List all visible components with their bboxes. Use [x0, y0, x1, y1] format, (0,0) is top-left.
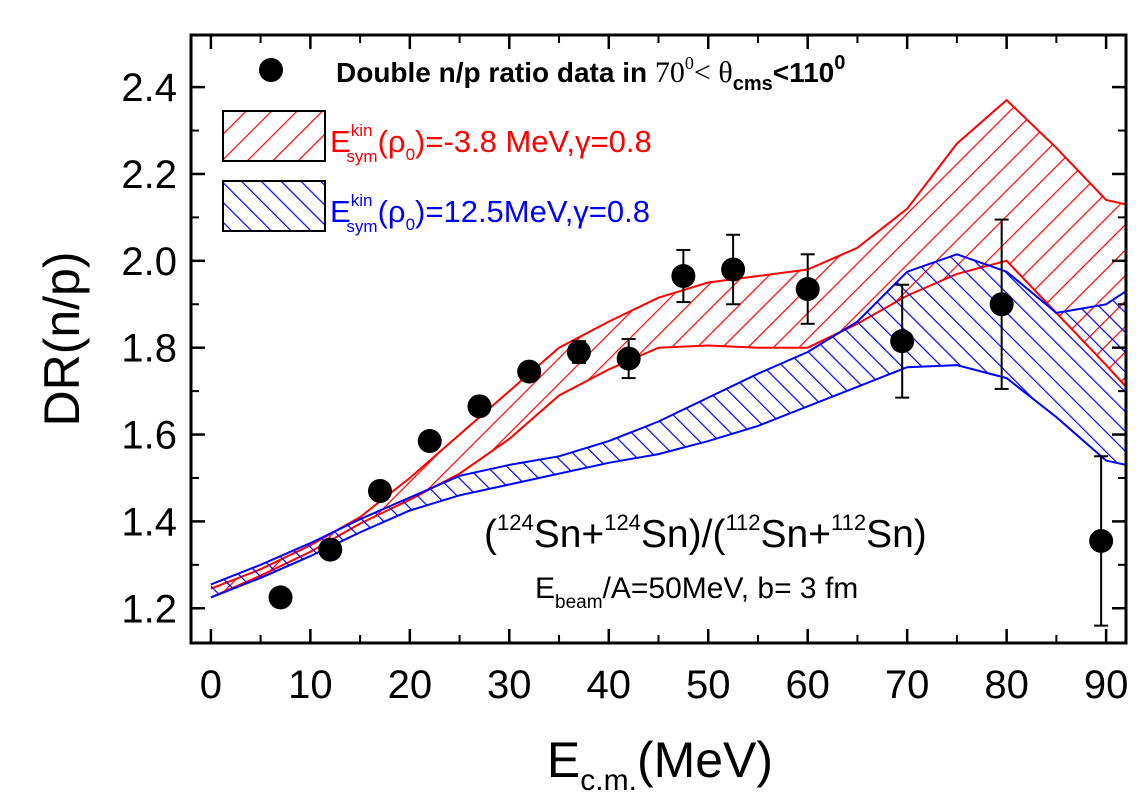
data-point [367, 479, 392, 503]
reaction-annotation: (124Sn+124Sn)/(112Sn+112Sn) [484, 510, 927, 556]
legend-blue-label: Ekin sym(ρ0)=12.5MeV,γ=0.8 [330, 191, 650, 236]
data-point [989, 218, 1014, 390]
data-point [268, 585, 293, 610]
data-point [721, 233, 746, 306]
y-tick-label: 1.8 [121, 327, 177, 371]
band-2-lower-edge [210, 364, 1126, 599]
data-point [1089, 455, 1114, 627]
beam-annotation: Ebeam/A=50MeV, b= 3 fm [535, 572, 858, 613]
data-point [517, 359, 542, 384]
data-marker [467, 394, 492, 419]
data-point [616, 338, 641, 380]
data-marker [517, 359, 542, 384]
x-tick-label: 60 [785, 663, 830, 707]
data-point [318, 537, 343, 562]
legend-red-label: Ekin sym(ρ0)=-3.8 MeV,γ=0.8 [330, 121, 652, 166]
data-point [467, 394, 492, 419]
legend-data-marker [259, 58, 283, 82]
x-axis-title: Ec.m.(MeV) [547, 732, 773, 797]
y-tick-label: 2.2 [121, 153, 177, 197]
data-marker [417, 429, 442, 454]
data-marker [566, 340, 591, 365]
y-axis: 1.2 1.4 1.6 1.8 2.0 2.2 2.4 [121, 66, 1126, 631]
data-point [890, 283, 915, 399]
data-marker [616, 346, 641, 371]
legend-data-label: Double n/p ratio data in 700< θcms<1100 [336, 52, 845, 95]
x-tick-label: 30 [487, 663, 532, 707]
data-marker [1089, 528, 1114, 553]
x-axis-title-sub: c.m. [580, 764, 637, 797]
x-axis-title-unit: (MeV) [637, 732, 773, 788]
data-marker [318, 537, 343, 562]
data-marker [989, 292, 1014, 317]
data-point [671, 248, 696, 304]
x-axis-title-main: E [547, 732, 580, 788]
data-marker [721, 257, 746, 282]
x-tick-label: 40 [587, 663, 632, 707]
data-point [566, 340, 591, 365]
y-tick-label: 1.2 [121, 587, 177, 631]
data-marker [795, 277, 820, 302]
data-marker [367, 479, 392, 503]
data-point [417, 429, 442, 454]
legend-red-swatch [222, 110, 326, 162]
x-tick-label: 70 [885, 663, 930, 707]
band-1-area [210, 100, 1126, 598]
data-marker [268, 585, 293, 610]
x-tick-label: 20 [388, 663, 433, 707]
x-tick-label: 90 [1084, 663, 1129, 707]
legend: Double n/p ratio data in 700< θcms<1100 … [222, 52, 845, 236]
x-tick-label: 50 [686, 663, 731, 707]
x-tick-label: 10 [288, 663, 333, 707]
band-2-upper-edge [210, 253, 1126, 586]
legend-blue-swatch [222, 180, 326, 232]
x-tick-label: 0 [200, 663, 222, 707]
x-tick-label: 80 [984, 663, 1029, 707]
y-tick-label: 2.4 [121, 66, 177, 110]
x-axis: 0 10 20 30 40 50 60 70 80 90 [200, 35, 1129, 707]
data-marker [671, 264, 696, 289]
data-points [268, 218, 1114, 627]
data-point [795, 253, 820, 325]
y-tick-label: 2.0 [121, 240, 177, 284]
y-axis-title: DR(n/p) [34, 251, 90, 426]
data-marker [890, 329, 915, 354]
y-tick-label: 1.6 [121, 414, 177, 458]
y-tick-label: 1.4 [121, 500, 177, 544]
